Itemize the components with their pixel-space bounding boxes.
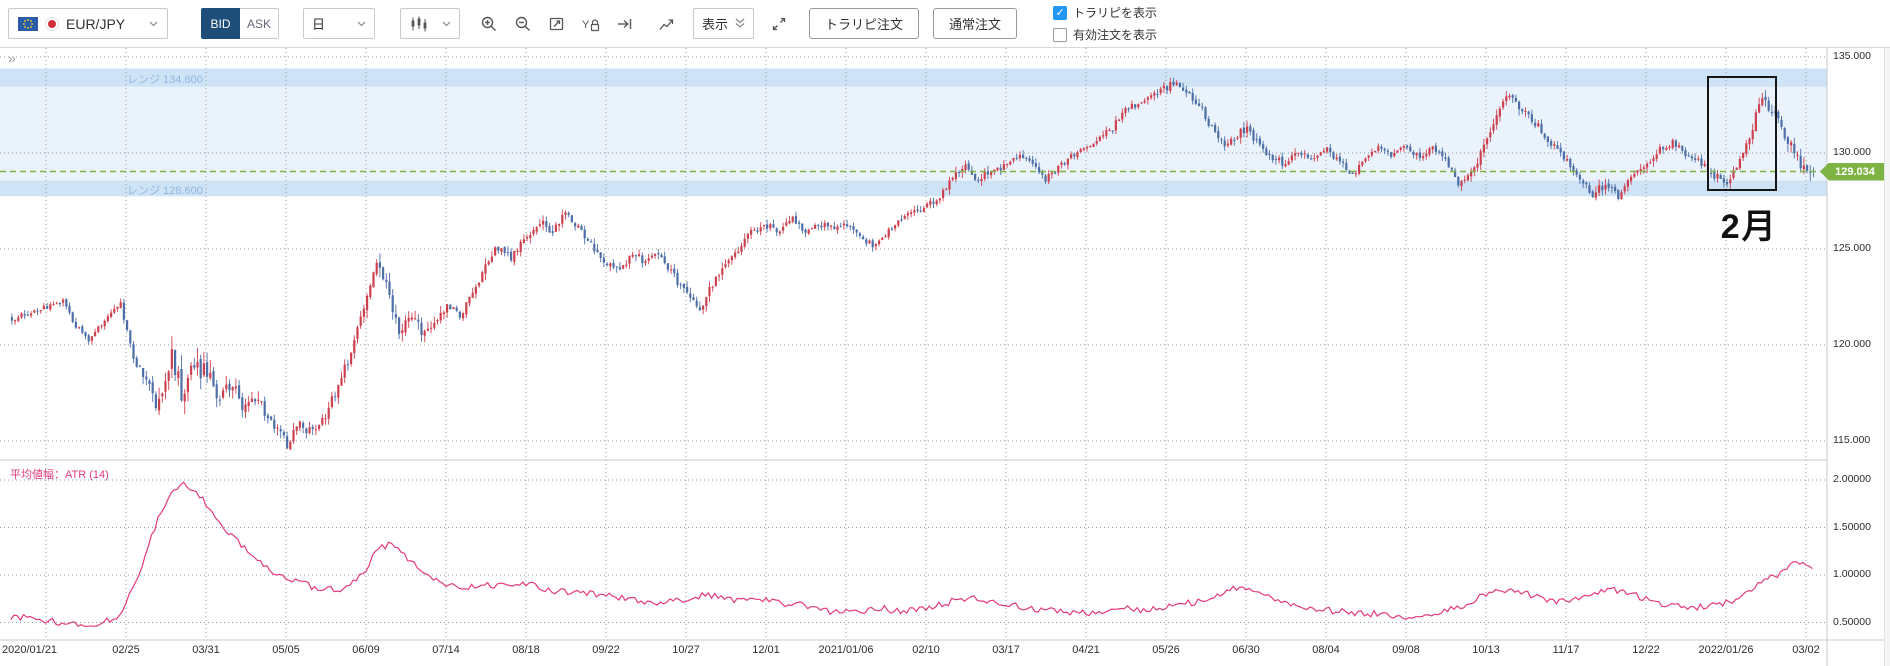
zoom-out-button[interactable] — [508, 9, 537, 39]
checkbox-icon — [1053, 27, 1068, 42]
pair-label: EUR/JPY — [66, 15, 126, 32]
time-axis-label: 12/01 — [752, 644, 780, 656]
timeframe-label: 日 — [312, 17, 326, 32]
time-axis-label: 05/05 — [272, 644, 300, 656]
zoom-in-icon — [481, 16, 496, 31]
go-to-latest-button[interactable] — [610, 9, 639, 39]
toraripi-order-button[interactable]: トラリピ注文 — [809, 8, 920, 39]
display-checkboxes: トラリピを表示 有効注文を表示 — [1053, 4, 1157, 43]
time-axis-label: 08/18 — [512, 644, 540, 656]
time-axis-label: 10/13 — [1472, 644, 1500, 656]
time-axis-label: 11/17 — [1552, 644, 1580, 656]
toolbar: EUR/JPY BID ASK 日 Y 表示 トラリピ注文 通常注文 トラリピを… — [0, 0, 1890, 48]
zoom-out-icon — [515, 16, 530, 31]
time-axis-label: 04/21 — [1072, 644, 1100, 656]
range-label-lower: レンジ 128.600 — [127, 184, 203, 197]
display-label: 表示 — [702, 17, 729, 32]
expand-fullscreen-button[interactable] — [764, 9, 793, 39]
time-axis-label: 02/10 — [912, 644, 940, 656]
time-axis-label: 12/22 — [1632, 644, 1660, 656]
time-axis-label: 07/14 — [432, 644, 460, 656]
time-axis-label: 2021/01/06 — [818, 644, 874, 656]
february-label: 2月 — [1720, 208, 1778, 247]
chevron-down-icon — [357, 21, 366, 26]
double-chevron-down-icon — [735, 18, 745, 28]
scrollbar[interactable] — [1884, 48, 1890, 666]
svg-text:Y: Y — [582, 19, 590, 31]
zoom-in-button[interactable] — [474, 9, 503, 39]
normal-order-button[interactable]: 通常注文 — [933, 8, 1018, 39]
checkbox-show-active-orders[interactable]: 有効注文を表示 — [1053, 26, 1157, 43]
time-axis-label: 09/08 — [1392, 644, 1420, 656]
checkbox-label: トラリピを表示 — [1073, 6, 1158, 20]
eu-flag-icon — [18, 16, 38, 31]
current-price-tag: 129.034 — [1820, 162, 1884, 181]
checkbox-label: 有効注文を表示 — [1073, 28, 1158, 42]
jp-flag-icon — [45, 16, 59, 31]
range-label-upper: レンジ 134.600 — [127, 73, 203, 86]
time-axis-label: 10/27 — [672, 644, 700, 656]
chevron-down-icon — [149, 21, 158, 26]
pair-selector[interactable]: EUR/JPY — [8, 8, 168, 39]
fit-to-screen-button[interactable] — [542, 9, 571, 39]
time-axis-label: 05/26 — [1152, 644, 1180, 656]
ask-button[interactable]: ASK — [240, 8, 279, 39]
chart-area: » レンジ 134.600 レンジ 128.600 129.034 2月 平均値… — [0, 48, 1890, 666]
bid-button[interactable]: BID — [201, 8, 240, 39]
indicator-settings-button[interactable] — [652, 9, 681, 39]
checkbox-icon — [1053, 5, 1068, 20]
fit-to-screen-icon — [549, 17, 563, 30]
go-to-latest-icon — [617, 18, 631, 29]
y-axis-lock-button[interactable]: Y — [576, 9, 605, 39]
timeframe-selector[interactable]: 日 — [303, 8, 375, 39]
february-highlight-box — [1706, 76, 1778, 192]
candlestick-chart[interactable] — [0, 48, 1890, 666]
time-axis-label: 06/09 — [352, 644, 380, 656]
time-axis-label: 2022/01/26 — [1698, 644, 1754, 656]
time-axis-label: 06/30 — [1232, 644, 1260, 656]
time-axis-label: 03/17 — [992, 644, 1020, 656]
y-axis-lock-icon: Y — [582, 19, 599, 31]
time-axis-label: 03/31 — [192, 644, 220, 656]
panel-collapse-icon[interactable]: » — [8, 50, 16, 66]
chevron-down-icon — [442, 21, 451, 26]
time-axis: 2020/01/21 02/25 03/31 05/05 06/09 07/14 08/18… — [0, 644, 1890, 666]
chart-type-selector[interactable] — [400, 8, 460, 39]
display-menu[interactable]: 表示 — [693, 8, 755, 39]
checkbox-show-toraripi[interactable]: トラリピを表示 — [1053, 4, 1157, 21]
time-axis-label: 02/25 — [112, 644, 140, 656]
time-axis-label: 08/04 — [1312, 644, 1340, 656]
bid-ask-toggle: BID ASK — [201, 8, 279, 39]
indicator-icon — [658, 18, 673, 30]
time-axis-label: 09/22 — [592, 644, 620, 656]
candlestick-icon — [411, 16, 427, 31]
time-axis-label: 2020/01/21 — [2, 644, 58, 656]
expand-icon — [772, 17, 785, 30]
chart-tool-icons: Y — [474, 9, 681, 39]
atr-indicator-label: 平均値幅：ATR (14) — [10, 469, 109, 481]
time-axis-label: 03/02 — [1792, 644, 1820, 656]
